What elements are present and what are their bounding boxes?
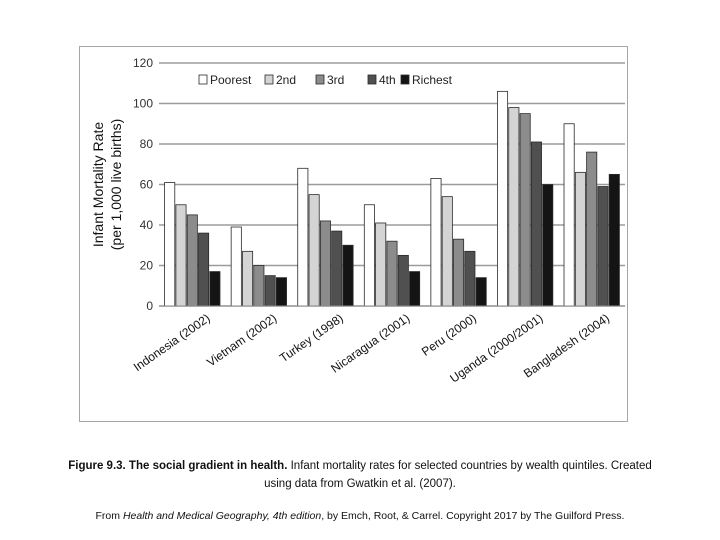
x-category-label-5: Peru (2000) xyxy=(419,311,479,359)
legend-label-richest: Richest xyxy=(412,73,453,87)
bar-2nd-3 xyxy=(308,194,320,307)
y-axis-title-line-1: Infant Mortality Rate xyxy=(90,122,106,247)
bar-4th-3 xyxy=(331,230,343,307)
y-tick-label-20: 20 xyxy=(140,259,154,273)
bar-2nd-5 xyxy=(441,196,453,307)
x-category-label-3: Turkey (1998) xyxy=(277,311,346,365)
legend-label-4th: 4th xyxy=(379,73,396,87)
figure-caption: Figure 9.3. The social gradient in healt… xyxy=(60,457,660,493)
legend-swatch-4th xyxy=(367,74,377,85)
bar-richest-5 xyxy=(475,277,487,307)
bar-richest-4 xyxy=(409,271,421,307)
bar-3rd-5 xyxy=(453,238,465,307)
caption-text: Infant mortality rates for selected coun… xyxy=(264,460,652,490)
bar-chart: 0 20 40 60 80 100 120 Infant Mortality Rate (per… xyxy=(90,56,625,386)
bar-4th-6 xyxy=(530,141,542,307)
bar-3rd-1 xyxy=(186,214,198,307)
legend-label-3rd: 3rd xyxy=(327,73,344,87)
bar-2nd-6 xyxy=(508,107,520,307)
x-category-label-2: Vietnam (2002) xyxy=(204,311,279,369)
bar-poorest-2 xyxy=(230,226,242,307)
bar-poorest-1 xyxy=(164,182,176,307)
source-prefix: From xyxy=(95,510,123,522)
bar-2nd-2 xyxy=(242,250,254,307)
bar-4th-1 xyxy=(198,232,210,307)
y-tick-label-100: 100 xyxy=(133,97,153,111)
bar-3rd-2 xyxy=(253,265,265,307)
source-book-title: Health and Medical Geography, 4th editio… xyxy=(122,510,322,522)
legend-label-2nd: 2nd xyxy=(276,73,296,87)
y-tick-label-80: 80 xyxy=(140,137,154,151)
bar-3rd-7 xyxy=(586,151,598,307)
caption-title: Figure 9.3. The social gradient in healt… xyxy=(68,460,288,472)
bar-4th-7 xyxy=(597,186,609,307)
bar-3rd-6 xyxy=(519,113,531,307)
y-tick-label-0: 0 xyxy=(146,299,153,313)
bar-2nd-1 xyxy=(175,204,187,307)
legend-swatch-richest xyxy=(400,74,410,85)
bar-poorest-5 xyxy=(430,178,442,307)
legend-swatch-poorest xyxy=(198,74,208,85)
bar-richest-6 xyxy=(542,184,554,307)
bar-poorest-3 xyxy=(297,167,309,307)
legend-swatch-2nd xyxy=(264,74,274,85)
bar-poorest-6 xyxy=(497,90,509,307)
bar-2nd-4 xyxy=(375,222,387,307)
y-tick-label-40: 40 xyxy=(140,218,154,232)
bar-4th-4 xyxy=(397,254,409,307)
bar-4th-5 xyxy=(464,250,476,307)
legend-label-poorest: Poorest xyxy=(210,73,252,87)
legend-swatch-3rd xyxy=(315,74,325,85)
y-tick-label-60: 60 xyxy=(140,178,154,192)
y-tick-label-120: 120 xyxy=(133,56,153,70)
bar-richest-1 xyxy=(209,271,221,307)
source-credit: From Health and Medical Geography, 4th e… xyxy=(60,510,660,522)
x-category-label-1: Indonesia (2002) xyxy=(131,311,213,374)
source-suffix: , by Emch, Root, & Carrel. Copyright 201… xyxy=(321,510,625,522)
bar-3rd-3 xyxy=(319,220,331,307)
bar-4th-2 xyxy=(264,275,276,307)
bar-richest-7 xyxy=(608,173,620,307)
chart-frame: 0 20 40 60 80 100 120 Infant Mortality Rate (per… xyxy=(79,46,628,422)
bar-2nd-7 xyxy=(574,171,586,307)
bar-3rd-4 xyxy=(386,240,398,307)
bar-poorest-4 xyxy=(363,204,375,307)
bar-richest-3 xyxy=(342,244,354,307)
bar-poorest-7 xyxy=(563,123,575,307)
bar-richest-2 xyxy=(275,277,287,307)
y-axis-title-line-2: (per 1,000 live births) xyxy=(108,119,124,251)
